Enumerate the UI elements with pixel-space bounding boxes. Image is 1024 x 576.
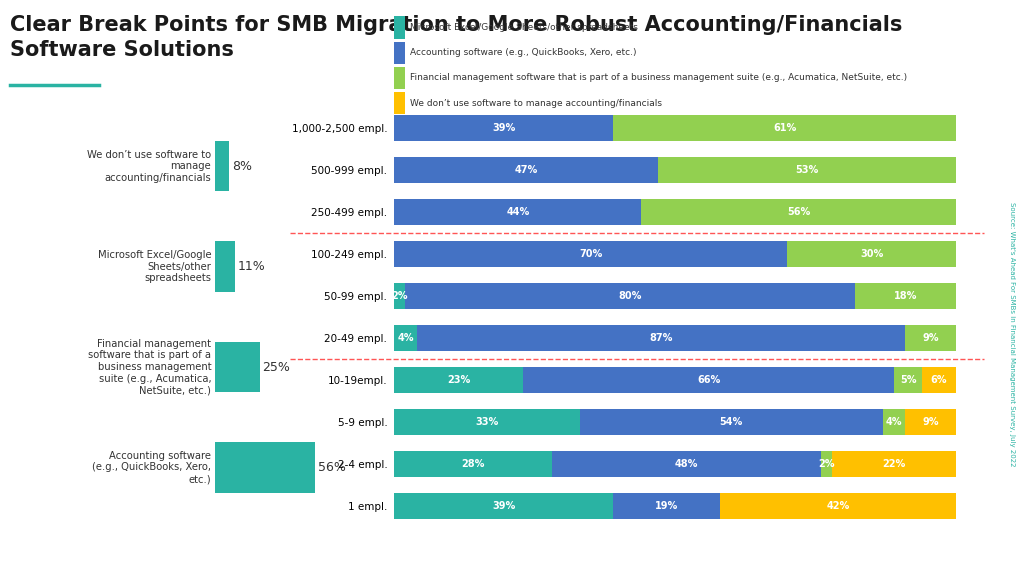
Text: 9%: 9%: [923, 333, 939, 343]
Text: 30%: 30%: [860, 249, 884, 259]
Bar: [394, 492, 613, 518]
Text: 48%: 48%: [675, 458, 698, 469]
Bar: [394, 450, 552, 476]
Text: 56%: 56%: [787, 207, 810, 217]
Bar: [394, 41, 404, 64]
Text: 23%: 23%: [447, 375, 470, 385]
Bar: [394, 325, 417, 351]
Text: Q19) What is the primary software tool your company relies on to manage accounti: Q19) What is the primary software tool y…: [11, 545, 612, 567]
Text: We don’t use software to
manage
accounting/financials: We don’t use software to manage accounti…: [87, 150, 211, 183]
Text: 19%: 19%: [655, 501, 678, 510]
Bar: [787, 241, 956, 267]
Bar: [613, 115, 956, 141]
Bar: [883, 408, 905, 435]
Bar: [394, 115, 613, 141]
Text: Financial management
software that is part of a
business management
suite (e.g.,: Financial management software that is pa…: [88, 339, 211, 395]
Text: 66%: 66%: [697, 375, 721, 385]
Text: Accounting software (e.g., QuickBooks, Xero, etc.): Accounting software (e.g., QuickBooks, X…: [410, 48, 636, 57]
Bar: [394, 157, 658, 183]
Text: 44%: 44%: [506, 207, 529, 217]
Bar: [394, 16, 404, 39]
Bar: [658, 157, 956, 183]
Bar: [894, 367, 923, 393]
Bar: [923, 367, 956, 393]
Text: 61%: 61%: [773, 123, 797, 133]
Text: Accounting software
(e.g., QuickBooks, Xero,
etc.): Accounting software (e.g., QuickBooks, X…: [92, 451, 211, 484]
Text: 54%: 54%: [720, 416, 742, 427]
Bar: [833, 450, 956, 476]
Bar: [855, 283, 956, 309]
Text: 2%: 2%: [818, 458, 835, 469]
Bar: [215, 342, 260, 392]
Text: 33%: 33%: [475, 416, 499, 427]
Text: Microsoft Excel/Google Sheets/other spreadsheets: Microsoft Excel/Google Sheets/other spre…: [410, 23, 637, 32]
Text: 2%: 2%: [391, 291, 409, 301]
Text: 39%: 39%: [493, 123, 515, 133]
Bar: [821, 450, 833, 476]
Bar: [905, 325, 956, 351]
Text: 5%: 5%: [900, 375, 916, 385]
Text: 87%: 87%: [649, 333, 673, 343]
Bar: [613, 492, 720, 518]
Text: 56%: 56%: [318, 461, 346, 474]
Bar: [580, 408, 883, 435]
Text: 25%: 25%: [262, 361, 291, 373]
Text: Source: What's Ahead For SMBs in Financial Management Survey, July 2022: Source: What's Ahead For SMBs in Financi…: [1009, 202, 1015, 467]
Bar: [406, 283, 855, 309]
Bar: [552, 450, 821, 476]
Text: 28%: 28%: [461, 458, 484, 469]
Text: 4%: 4%: [397, 333, 414, 343]
Text: Clear Break Points for SMB Migration to More Robust Accounting/Financials
Softwa: Clear Break Points for SMB Migration to …: [10, 16, 902, 60]
Text: 13: 13: [957, 547, 983, 565]
Text: 8%: 8%: [232, 160, 252, 173]
Text: 53%: 53%: [796, 165, 819, 175]
Text: 6%: 6%: [931, 375, 947, 385]
Text: 47%: 47%: [515, 165, 538, 175]
Bar: [720, 492, 956, 518]
Bar: [394, 199, 641, 225]
Text: 39%: 39%: [493, 501, 515, 510]
Bar: [523, 367, 894, 393]
Text: 42%: 42%: [826, 501, 850, 510]
Bar: [215, 442, 315, 492]
Bar: [215, 141, 229, 191]
Bar: [394, 408, 580, 435]
Text: Microsoft Excel/Google
Sheets/other
spreadsheets: Microsoft Excel/Google Sheets/other spre…: [97, 250, 211, 283]
Bar: [641, 199, 956, 225]
Text: 11%: 11%: [238, 260, 265, 273]
Text: 70%: 70%: [580, 249, 602, 259]
Bar: [905, 408, 956, 435]
Bar: [215, 241, 234, 291]
Text: 80%: 80%: [618, 291, 642, 301]
Bar: [394, 283, 406, 309]
Bar: [417, 325, 905, 351]
Bar: [394, 241, 787, 267]
Bar: [394, 67, 404, 89]
Bar: [394, 92, 404, 114]
Text: We don’t use software to manage accounting/financials: We don’t use software to manage accounti…: [410, 98, 662, 108]
Text: Financial management software that is part of a business management suite (e.g.,: Financial management software that is pa…: [410, 73, 906, 82]
Text: 4%: 4%: [886, 416, 902, 427]
Text: 9%: 9%: [923, 416, 939, 427]
Text: 18%: 18%: [894, 291, 918, 301]
Text: 22%: 22%: [883, 458, 906, 469]
Bar: [394, 367, 523, 393]
